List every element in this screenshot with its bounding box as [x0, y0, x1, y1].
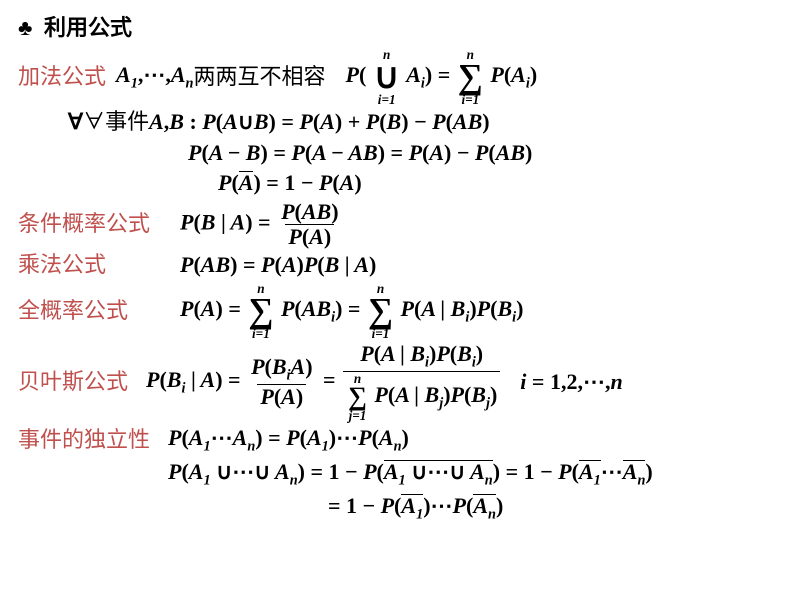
addition-row1: 加法公式 A1,⋯,An 两两互不相容 P( n∪i=1 Ai) = n∑i=1… — [18, 48, 782, 106]
slide: ♣ 利用公式 加法公式 A1,⋯,An 两两互不相容 P( n∪i=1 Ai) … — [0, 0, 800, 600]
label-addition: 加法公式 — [18, 63, 106, 92]
addition-row2: ∀∀事件A,B : P(A∪B) = P(A) + P(B) − P(AB) — [18, 108, 782, 137]
math-union-sum: P( n∪i=1 Ai) = n∑i=1 P(Ai) — [346, 48, 538, 106]
math-indep2: P(A1 ∪⋯∪ An) = 1 − P(A1 ∪⋯∪ An) = 1 − P(… — [168, 458, 653, 490]
bayes-row: 贝叶斯公式 P(Bi | A) = P(BiA) P(A) = P(A | Bi… — [18, 342, 782, 422]
math-forall: ∀∀事件A,B : P(A∪B) = P(A) + P(B) − P(AB) — [68, 108, 490, 137]
label-bayes: 贝叶斯公式 — [18, 368, 128, 397]
independence-row1: 事件的独立性 P(A1⋯An) = P(A1)⋯P(An) — [18, 424, 782, 456]
math-multiplication: P(AB) = P(A)P(B | A) — [180, 251, 376, 280]
club-icon: ♣ — [18, 15, 32, 41]
text-mutually-exclusive: 两两互不相容 — [194, 63, 326, 92]
label-total: 全概率公式 — [18, 297, 128, 326]
math-indep1: P(A1⋯An) = P(A1)⋯P(An) — [168, 424, 409, 456]
independence-row2: P(A1 ∪⋯∪ An) = 1 − P(A1 ∪⋯∪ An) = 1 − P(… — [18, 458, 782, 490]
math-difference: P(A − B) = P(A − AB) = P(A) − P(AB) — [188, 139, 532, 168]
math-a1an: A1,⋯,An — [116, 61, 193, 93]
math-complement: P(A) = 1 − P(A) — [218, 169, 362, 198]
conditional-row: 条件概率公式 P(B | A) = P(AB) P(A) — [18, 200, 782, 249]
section-heading: ♣ 利用公式 — [18, 10, 782, 42]
math-bayes: P(Bi | A) = P(BiA) P(A) = P(A | Bi)P(Bi)… — [146, 342, 502, 422]
label-multiplication: 乘法公式 — [18, 251, 106, 280]
difference-row: P(A − B) = P(A − AB) = P(A) − P(AB) — [18, 139, 782, 168]
math-total: P(A) = n∑i=1 P(ABi) = n∑i=1 P(A | Bi)P(B… — [180, 282, 523, 340]
math-i-range: i = 1,2,⋯,n — [520, 368, 622, 397]
total-row: 全概率公式 P(A) = n∑i=1 P(ABi) = n∑i=1 P(A | … — [18, 282, 782, 340]
math-conditional: P(B | A) = P(AB) P(A) — [180, 200, 344, 249]
independence-row3: = 1 − P(A1)⋯P(An) — [18, 492, 782, 524]
multiplication-row: 乘法公式 P(AB) = P(A)P(B | A) — [18, 251, 782, 280]
heading-text: 利用公式 — [44, 15, 132, 40]
label-independence: 事件的独立性 — [18, 426, 150, 455]
complement-row: P(A) = 1 − P(A) — [18, 169, 782, 198]
math-indep3: = 1 − P(A1)⋯P(An) — [328, 492, 503, 524]
label-conditional: 条件概率公式 — [18, 210, 150, 239]
